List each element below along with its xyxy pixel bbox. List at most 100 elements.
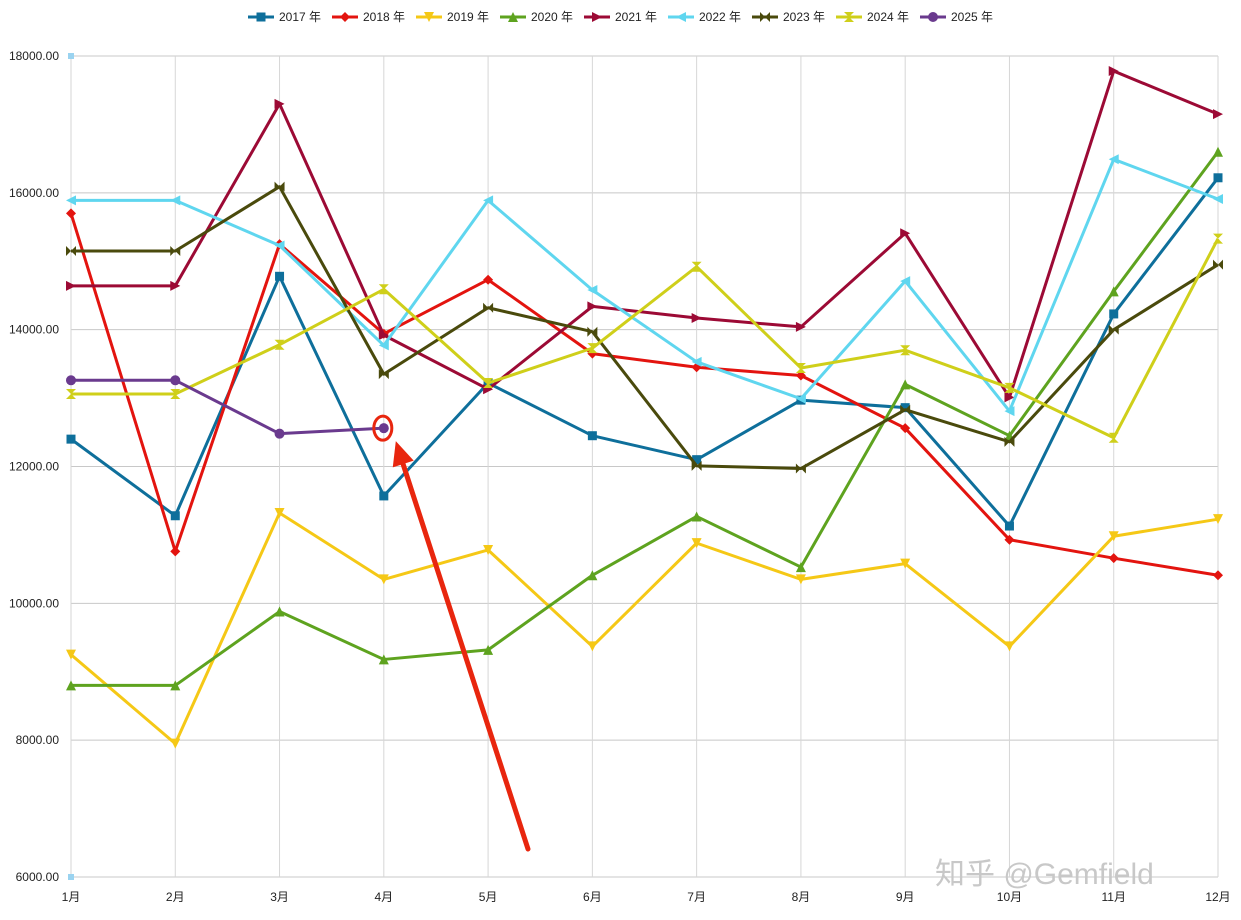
data-point	[1108, 286, 1119, 297]
data-point	[274, 98, 285, 109]
y-tick-label: 12000.00	[9, 460, 59, 474]
data-point	[170, 195, 181, 206]
data-point	[483, 544, 494, 555]
data-point	[587, 641, 598, 652]
data-point	[691, 356, 702, 367]
data-point	[66, 195, 76, 206]
data-point	[795, 362, 806, 373]
data-point	[66, 280, 76, 291]
data-point	[378, 330, 389, 341]
y-tick-label: 16000.00	[9, 186, 59, 200]
y-axis-ticks: 6000.00 8000.00 10000.00 12000.00 14000.00 16…	[9, 49, 59, 884]
series-line	[71, 69, 1219, 399]
data-point	[170, 738, 181, 749]
data-point	[1004, 521, 1014, 531]
series-line	[71, 237, 1220, 440]
series-line	[71, 378, 384, 436]
x-tick-label: 4月	[374, 890, 393, 904]
x-axis-ticks: 1月 2月 3月 4月 5月 6月 7月 8月 9月 10月 11月 12月	[62, 890, 1231, 904]
data-point	[274, 428, 285, 439]
legend-swatch-marker	[424, 12, 434, 22]
x-tick-label: 2月	[166, 890, 185, 904]
data-point	[483, 644, 494, 655]
x-tick-label: 5月	[479, 890, 498, 904]
legend-item: 2023 年	[752, 10, 825, 24]
data-point	[483, 195, 494, 206]
data-point	[795, 370, 806, 381]
legend-item: 2024 年	[836, 10, 909, 24]
x-tick-label: 1月	[62, 890, 81, 904]
data-point	[691, 460, 702, 471]
data-point	[900, 379, 911, 390]
series-2022年	[66, 154, 1223, 417]
data-point	[66, 208, 76, 219]
data-point	[274, 508, 285, 519]
data-point	[1108, 432, 1119, 443]
data-point	[483, 274, 494, 285]
legend-swatch-marker	[760, 12, 770, 22]
data-point	[691, 313, 702, 324]
series-line	[70, 511, 1219, 746]
annotation-arrow-head	[392, 441, 414, 468]
data-point	[587, 301, 598, 312]
data-point	[900, 228, 911, 239]
chart-series	[66, 66, 1223, 749]
data-point	[1108, 531, 1119, 542]
legend-swatch-marker	[676, 12, 686, 22]
x-tick-label: 12月	[1205, 890, 1230, 904]
chart-grid	[68, 53, 1219, 880]
legend-swatch-marker	[340, 12, 350, 22]
legend-item: 2025 年	[920, 10, 993, 24]
data-point	[900, 423, 911, 434]
series-line	[69, 212, 1219, 577]
legend-item: 2018 年	[332, 10, 405, 24]
data-point	[1213, 233, 1223, 244]
data-point	[275, 271, 285, 281]
legend-label: 2020 年	[531, 10, 573, 24]
data-point	[795, 321, 806, 332]
series-2018年	[66, 208, 1223, 581]
legend-item: 2020 年	[500, 10, 573, 24]
x-tick-label: 6月	[583, 890, 602, 904]
series-line	[71, 157, 1219, 413]
y-tick-label: 18000.00	[9, 49, 59, 63]
data-point	[900, 345, 911, 356]
data-point	[274, 181, 285, 192]
x-tick-label: 11月	[1101, 890, 1125, 904]
data-point	[170, 680, 181, 691]
data-point	[795, 562, 806, 573]
data-point	[795, 393, 806, 404]
y-tick-label: 8000.00	[16, 733, 60, 747]
series-2021年	[66, 66, 1223, 403]
data-point	[378, 654, 389, 665]
data-point	[274, 339, 285, 350]
data-point	[170, 280, 181, 291]
legend-swatch-marker	[928, 12, 938, 22]
legend-swatch-marker	[508, 12, 518, 22]
x-tick-label: 10月	[997, 890, 1022, 904]
legend-swatch-marker	[256, 12, 266, 22]
watermark-text: 知乎 @Gemfield	[935, 858, 1154, 891]
x-tick-label: 7月	[687, 890, 706, 904]
data-point	[691, 511, 702, 522]
x-tick-label: 8月	[792, 890, 811, 904]
data-point	[1213, 109, 1223, 120]
data-point	[1109, 309, 1119, 319]
series-2017年	[66, 173, 1223, 531]
series-line	[70, 176, 1220, 528]
data-point	[691, 538, 702, 549]
series-2019年	[66, 508, 1223, 749]
data-point	[378, 284, 389, 295]
data-point	[900, 404, 911, 415]
data-point	[170, 388, 181, 399]
data-point	[900, 403, 910, 413]
data-point	[587, 570, 598, 581]
legend-item: 2022 年	[668, 10, 741, 24]
data-point	[1004, 641, 1015, 652]
legend-swatch-marker	[592, 12, 602, 22]
data-point	[170, 511, 180, 521]
legend-item: 2021 年	[584, 10, 657, 24]
data-point	[378, 340, 389, 351]
legend-swatch-marker	[844, 12, 854, 22]
